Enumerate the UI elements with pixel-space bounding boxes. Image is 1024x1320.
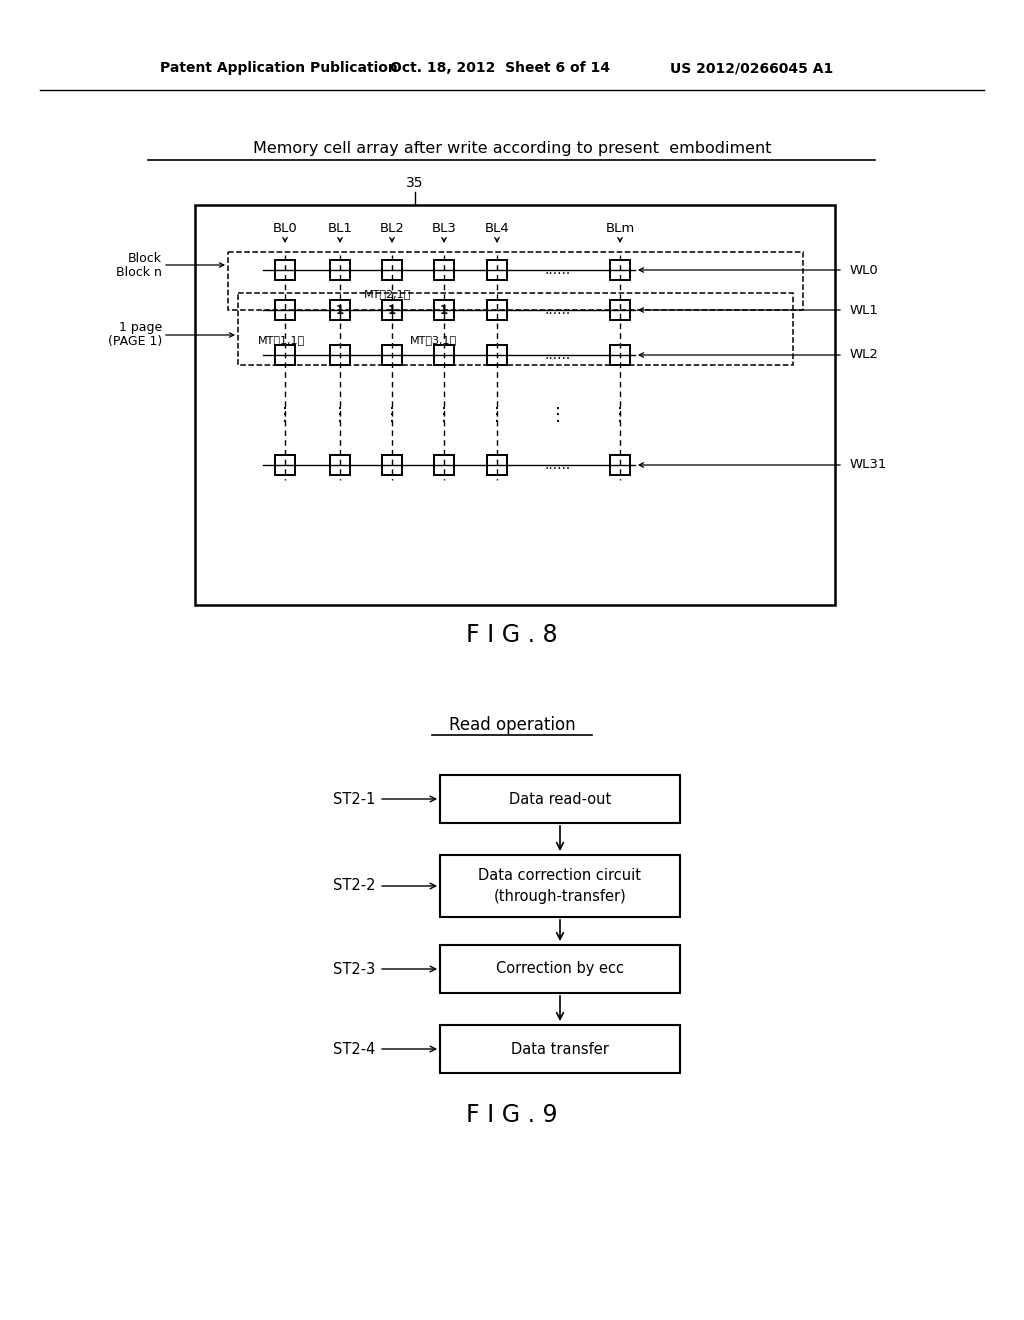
Text: Block: Block: [128, 252, 162, 264]
Text: Data correction circuit
(through-transfer): Data correction circuit (through-transfe…: [478, 869, 641, 904]
Text: ⋮: ⋮: [383, 407, 401, 424]
Text: ST2-1: ST2-1: [333, 792, 375, 807]
Text: Correction by ecc: Correction by ecc: [496, 961, 624, 977]
Bar: [330, 345, 350, 366]
Text: Patent Application Publication: Patent Application Publication: [160, 61, 397, 75]
Bar: [487, 260, 507, 280]
Bar: [440, 945, 680, 993]
Text: ST2-3: ST2-3: [333, 961, 375, 977]
Text: 1: 1: [336, 304, 344, 317]
Bar: [610, 455, 630, 475]
Text: Data read-out: Data read-out: [509, 792, 611, 807]
Bar: [610, 300, 630, 319]
Bar: [382, 300, 402, 319]
Text: ......: ......: [545, 348, 571, 362]
Bar: [275, 300, 295, 319]
Text: 1: 1: [440, 304, 449, 317]
Text: MT〈3,1〉: MT〈3,1〉: [410, 335, 457, 345]
Bar: [434, 345, 454, 366]
Bar: [330, 260, 350, 280]
Text: BLm: BLm: [605, 222, 635, 235]
Bar: [434, 260, 454, 280]
Text: WL1: WL1: [850, 304, 879, 317]
Bar: [487, 345, 507, 366]
Bar: [434, 455, 454, 475]
Text: 35: 35: [407, 176, 424, 190]
Text: Oct. 18, 2012  Sheet 6 of 14: Oct. 18, 2012 Sheet 6 of 14: [390, 61, 610, 75]
Text: ST2-2: ST2-2: [333, 879, 375, 894]
Text: MT〈2,1〉: MT〈2,1〉: [364, 289, 412, 300]
Text: ......: ......: [545, 458, 571, 473]
Bar: [382, 345, 402, 366]
Text: 1 page: 1 page: [119, 322, 162, 334]
Text: BL0: BL0: [272, 222, 297, 235]
Text: Block n: Block n: [116, 265, 162, 279]
Text: ⋮: ⋮: [276, 407, 294, 424]
Bar: [487, 300, 507, 319]
Text: ⋮: ⋮: [611, 407, 629, 424]
Text: (PAGE 1): (PAGE 1): [108, 335, 162, 348]
Text: ⋮: ⋮: [331, 407, 349, 424]
Text: Data transfer: Data transfer: [511, 1041, 609, 1056]
Text: ......: ......: [545, 263, 571, 277]
Bar: [330, 300, 350, 319]
Bar: [330, 455, 350, 475]
Text: BL2: BL2: [380, 222, 404, 235]
Text: BL1: BL1: [328, 222, 352, 235]
Bar: [275, 260, 295, 280]
Text: WL31: WL31: [850, 458, 888, 471]
Text: Read operation: Read operation: [449, 715, 575, 734]
Bar: [195, 205, 835, 605]
Text: F I G . 9: F I G . 9: [466, 1104, 558, 1127]
Bar: [610, 345, 630, 366]
Text: 1: 1: [388, 304, 396, 317]
Text: WL2: WL2: [850, 348, 879, 362]
Text: ST2-4: ST2-4: [333, 1041, 375, 1056]
Text: ⋮: ⋮: [488, 407, 506, 424]
Bar: [434, 300, 454, 319]
Text: US 2012/0266045 A1: US 2012/0266045 A1: [670, 61, 834, 75]
Bar: [275, 455, 295, 475]
Bar: [238, 293, 793, 366]
Text: WL0: WL0: [850, 264, 879, 276]
Bar: [228, 252, 803, 310]
Bar: [440, 855, 680, 917]
Bar: [382, 455, 402, 475]
Text: Memory cell array after write according to present  embodiment: Memory cell array after write according …: [253, 140, 771, 156]
Bar: [382, 260, 402, 280]
Text: MT〈1,1〉: MT〈1,1〉: [258, 335, 305, 345]
Text: BL4: BL4: [484, 222, 509, 235]
Text: ......: ......: [545, 304, 571, 317]
Bar: [440, 775, 680, 822]
Bar: [275, 345, 295, 366]
Text: ⋮: ⋮: [549, 407, 567, 424]
Text: F I G . 8: F I G . 8: [466, 623, 558, 647]
Text: ⋮: ⋮: [435, 407, 453, 424]
Text: BL3: BL3: [431, 222, 457, 235]
Bar: [440, 1026, 680, 1073]
Bar: [610, 260, 630, 280]
Bar: [487, 455, 507, 475]
